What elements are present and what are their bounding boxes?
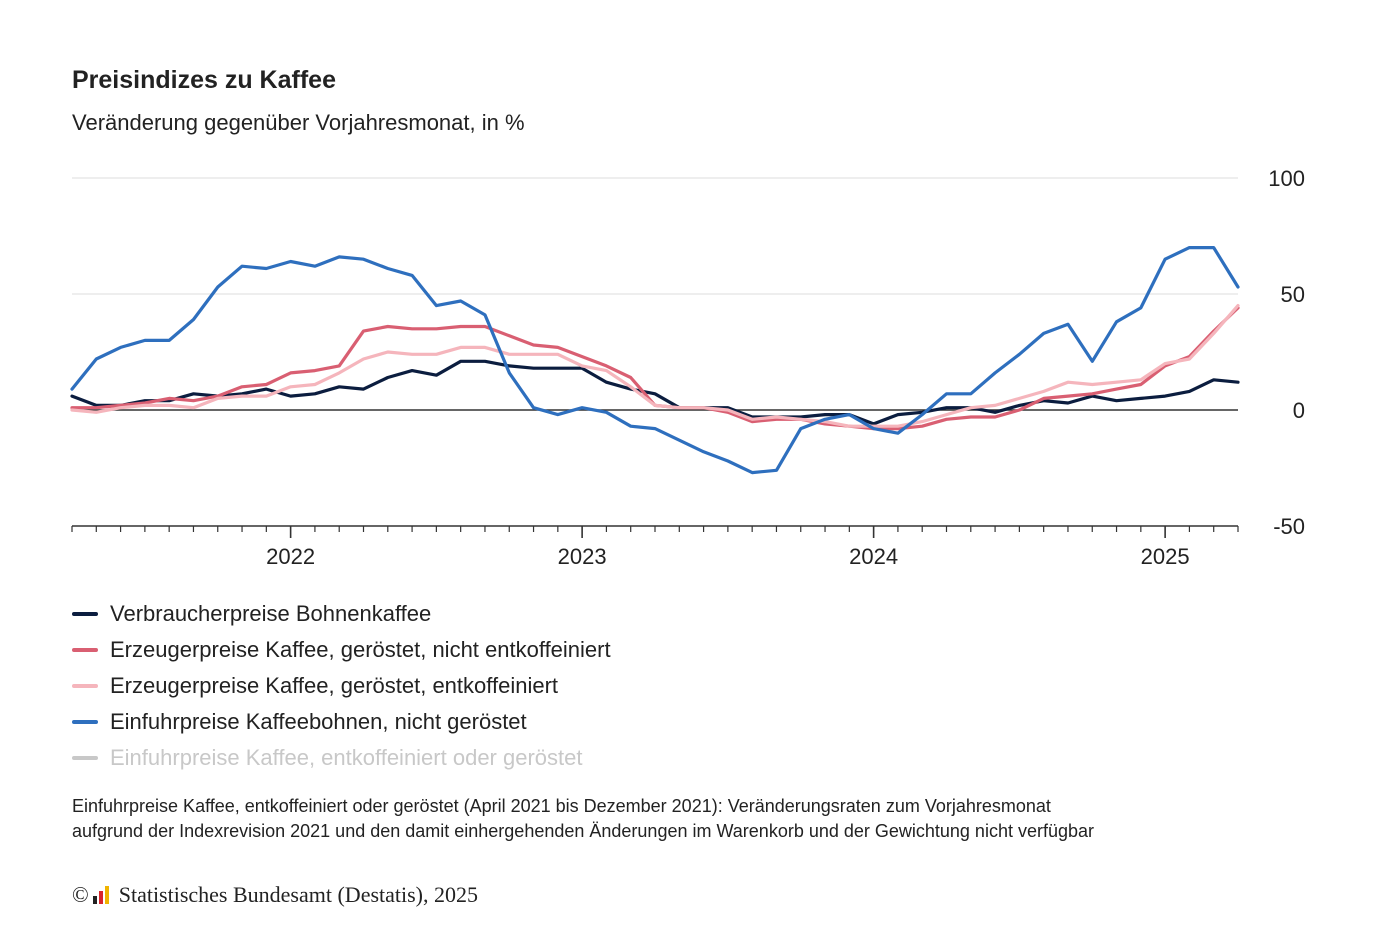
line-chart: 100 50 0 -50 2022 2023 2024 2025 [70, 166, 1305, 569]
y-tick-label: 100 [1268, 166, 1305, 191]
series-line-3 [70, 246, 1240, 475]
x-tick-label: 2023 [558, 544, 607, 569]
x-tick-label: 2025 [1141, 544, 1190, 569]
footnote: Einfuhrpreise Kaffee, entkoffeiniert ode… [72, 794, 1302, 844]
legend-swatch [72, 612, 98, 616]
y-tick-label: -50 [1273, 514, 1305, 539]
legend-label: Erzeugerpreise Kaffee, geröstet, nicht e… [110, 637, 611, 662]
copyright-symbol: © [72, 882, 89, 907]
legend-swatch [72, 720, 98, 724]
legend-item-verbraucherpreise[interactable]: Verbraucherpreise Bohnenkaffee [72, 596, 611, 632]
series-layer [70, 246, 1240, 475]
chart-title: Preisindizes zu Kaffee [72, 66, 336, 94]
legend-label: Verbraucherpreise Bohnenkaffee [110, 601, 432, 626]
y-tick-label: 50 [1281, 282, 1305, 307]
legend-label: Einfuhrpreise Kaffeebohnen, nicht geröst… [110, 709, 527, 734]
legend-item-erzeugerpreise-entkoffeiniert[interactable]: Erzeugerpreise Kaffee, geröstet, entkoff… [72, 668, 611, 704]
x-tick-label: 2022 [266, 544, 315, 569]
source-text: Statistisches Bundesamt (Destatis), 2025 [118, 882, 479, 907]
destatis-logo-icon [92, 886, 113, 904]
legend-label: Erzeugerpreise Kaffee, geröstet, entkoff… [110, 673, 559, 698]
series-line-2 [70, 304, 1240, 428]
legend: Verbraucherpreise Bohnenkaffee Erzeugerp… [72, 596, 611, 776]
y-tick-label: 0 [1293, 398, 1305, 423]
legend-item-einfuhrpreise-kaffee-entkoffeiniert[interactable]: Einfuhrpreise Kaffee, entkoffeiniert ode… [72, 740, 611, 776]
legend-swatch [72, 756, 98, 760]
legend-swatch [72, 684, 98, 688]
footnote-line: Einfuhrpreise Kaffee, entkoffeiniert ode… [72, 796, 1051, 816]
grid-layer [72, 177, 1238, 411]
chart-subtitle: Veränderung gegenüber Vorjahresmonat, in… [72, 110, 525, 135]
tick-labels: 100 50 0 -50 2022 2023 2024 2025 [266, 166, 1305, 569]
x-tick-label: 2024 [849, 544, 898, 569]
legend-label: Einfuhrpreise Kaffee, entkoffeiniert ode… [110, 745, 583, 770]
legend-swatch [72, 648, 98, 652]
source-footer: © Statistisches Bundesamt (Destatis), 20… [72, 882, 478, 908]
legend-item-erzeugerpreise-nicht-entkoffeiniert[interactable]: Erzeugerpreise Kaffee, geröstet, nicht e… [72, 632, 611, 668]
legend-item-einfuhrpreise-kaffeebohnen[interactable]: Einfuhrpreise Kaffeebohnen, nicht geröst… [72, 704, 611, 740]
footnote-line: aufgrund der Indexrevision 2021 und den … [72, 821, 1095, 841]
x-axis [71, 525, 1239, 538]
series-line-0 [70, 359, 1240, 426]
